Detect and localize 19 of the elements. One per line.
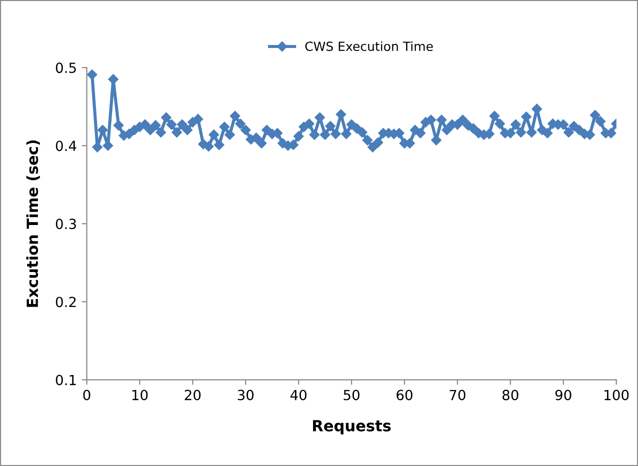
x-tick-label: 70 [450, 390, 466, 400]
x-tick-label: 10 [132, 390, 148, 400]
y-tick-label: 0.4 [56, 140, 76, 152]
x-tick-label: 0 [83, 390, 90, 400]
x-tick-label: 30 [238, 390, 254, 400]
x-tick-label: 40 [290, 390, 306, 400]
x-tick-label: 90 [555, 390, 572, 400]
legend-label: CWS Execution Time [305, 41, 433, 52]
x-tick-label: 100 [604, 390, 629, 400]
x-tick-label: 20 [184, 390, 201, 400]
x-axis-title: Requests [313, 420, 391, 434]
y-tick-label: 0.5 [56, 62, 76, 74]
x-tick-label: 50 [344, 390, 360, 400]
x-tick-label: 60 [396, 390, 412, 400]
y-axis-title: Excution Time (sec) [26, 140, 40, 307]
x-tick-label: 80 [502, 390, 518, 400]
y-tick-label: 0.1 [56, 374, 76, 386]
y-tick-label: 0.2 [56, 296, 76, 308]
y-tick-label: 0.3 [56, 218, 76, 230]
